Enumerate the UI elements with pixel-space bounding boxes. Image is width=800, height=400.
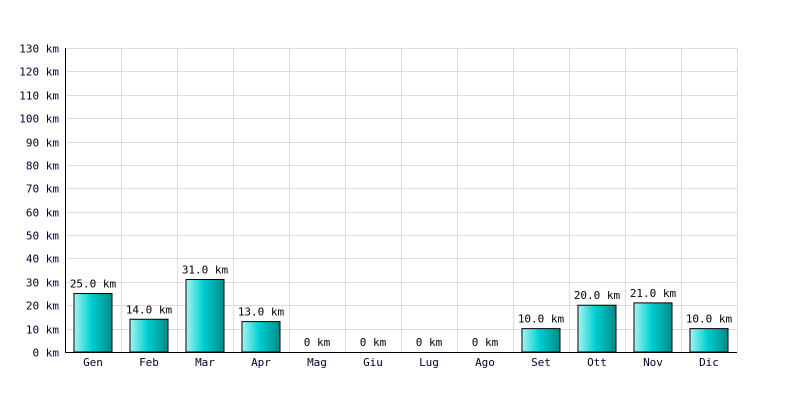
y-tick-label: 70 km bbox=[26, 183, 59, 196]
x-tick-label: Set bbox=[531, 356, 551, 369]
data-label: 0 km bbox=[472, 336, 499, 349]
x-tick-label: Ott bbox=[587, 356, 607, 369]
x-tick-label: Nov bbox=[643, 356, 663, 369]
bar bbox=[73, 293, 113, 353]
bar bbox=[577, 304, 617, 353]
y-tick-label: 120 km bbox=[19, 66, 59, 79]
x-tick-label: Feb bbox=[139, 356, 159, 369]
data-label: 10.0 km bbox=[686, 313, 733, 326]
bar bbox=[689, 328, 729, 353]
axes bbox=[65, 48, 737, 353]
data-label: 0 km bbox=[304, 336, 331, 349]
x-tick-label: Lug bbox=[419, 356, 439, 369]
grid-lines bbox=[65, 48, 738, 352]
y-tick-label: 50 km bbox=[26, 230, 59, 243]
x-tick-labels: Gen Feb Mar Apr Mag Giu Lug Ago Set Ott Nov Dic bbox=[83, 356, 719, 369]
bar bbox=[241, 321, 281, 353]
x-tick-label: Ago bbox=[475, 356, 495, 369]
data-label: 20.0 km bbox=[574, 289, 621, 302]
y-tick-label: 10 km bbox=[26, 324, 59, 337]
data-labels: 25.0 km 14.0 km 31.0 km 13.0 km 0 km 0 km 0 km… bbox=[70, 264, 733, 349]
x-tick-label: Gen bbox=[83, 356, 103, 369]
bar bbox=[129, 318, 169, 353]
y-tick-label: 30 km bbox=[26, 277, 59, 290]
x-tick-label: Mag bbox=[307, 356, 327, 369]
y-tick-label: 130 km bbox=[19, 43, 59, 56]
x-tick-label: Apr bbox=[251, 356, 271, 369]
bar bbox=[633, 302, 673, 353]
x-tick-label: Giu bbox=[363, 356, 383, 369]
data-label: 0 km bbox=[416, 336, 443, 349]
data-label: 21.0 km bbox=[630, 287, 677, 300]
y-tick-label: 20 km bbox=[26, 300, 59, 313]
data-label: 10.0 km bbox=[518, 313, 565, 326]
y-tick-label: 0 km bbox=[33, 347, 60, 360]
data-label: 31.0 km bbox=[182, 264, 229, 277]
y-tick-labels: 0 km 10 km 20 km 30 km 40 km 50 km 60 km 70 km 8… bbox=[19, 43, 59, 360]
y-tick-label: 80 km bbox=[26, 160, 59, 173]
data-label: 13.0 km bbox=[238, 306, 285, 319]
y-tick-label: 40 km bbox=[26, 253, 59, 266]
y-tick-label: 60 km bbox=[26, 207, 59, 220]
y-tick-label: 90 km bbox=[26, 137, 59, 150]
x-tick-label: Dic bbox=[699, 356, 719, 369]
bar bbox=[185, 279, 225, 353]
x-tick-label: Mar bbox=[195, 356, 215, 369]
bar bbox=[521, 328, 561, 353]
data-label: 25.0 km bbox=[70, 278, 117, 291]
data-label: 0 km bbox=[360, 336, 387, 349]
y-tick-label: 100 km bbox=[19, 113, 59, 126]
y-tick-label: 110 km bbox=[19, 90, 59, 103]
data-label: 14.0 km bbox=[126, 303, 173, 316]
